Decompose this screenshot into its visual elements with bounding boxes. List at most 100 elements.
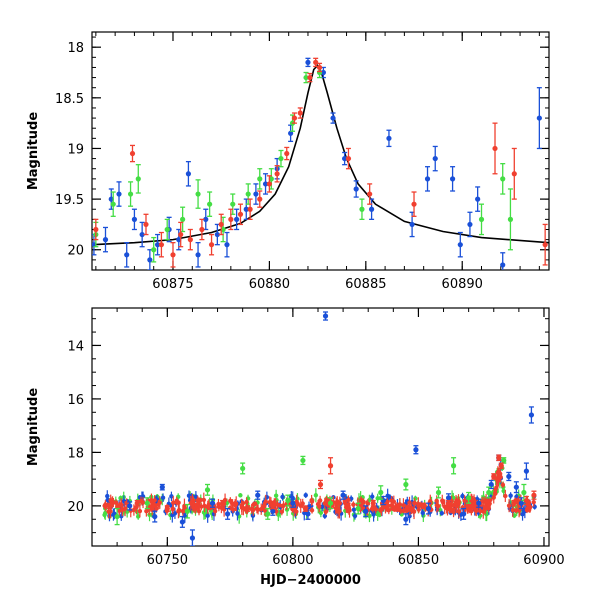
data-point-r — [495, 470, 501, 475]
data-point-r — [266, 181, 273, 187]
data-point-r — [281, 503, 286, 508]
data-point-b — [457, 242, 463, 248]
data-point-r — [409, 507, 414, 512]
data-point-r — [500, 482, 506, 488]
y-tick-label: 16 — [67, 393, 84, 408]
data-point-b — [179, 519, 185, 525]
data-point-g — [285, 497, 291, 504]
data-point-b — [363, 508, 369, 514]
data-point-r — [251, 507, 256, 513]
data-point-r — [385, 499, 390, 505]
data-point-r — [170, 252, 176, 258]
data-point-r — [434, 503, 440, 508]
data-point-b — [432, 155, 438, 162]
data-point-b — [243, 206, 249, 212]
data-point-r — [103, 504, 108, 509]
y-tick-label: 20 — [67, 244, 84, 259]
data-point-r — [228, 216, 234, 222]
data-point-b — [506, 473, 512, 480]
data-point-r — [346, 497, 351, 503]
data-point-r — [472, 498, 477, 503]
data-point-r — [106, 509, 111, 514]
data-point-r — [137, 508, 143, 514]
data-point-r — [309, 498, 314, 503]
data-point-b — [467, 221, 473, 228]
data-point-b — [185, 171, 192, 177]
data-point-r — [201, 497, 207, 503]
data-point-b — [189, 535, 196, 541]
data-point-g — [278, 155, 284, 162]
data-point-b — [488, 481, 494, 488]
data-point-r — [154, 506, 159, 511]
data-point-r — [503, 493, 508, 499]
zoom-panel: 60875 60880 60885 60890 18 18.5 19 19.5 20 Magnit… — [26, 31, 550, 292]
data-point-r — [345, 155, 352, 162]
data-point-b — [255, 492, 261, 498]
data-point-g — [466, 495, 472, 501]
data-point-b — [170, 512, 175, 518]
data-point-r — [176, 507, 182, 513]
data-point-r — [484, 499, 490, 504]
data-point-b — [262, 181, 269, 187]
data-point-b — [513, 484, 519, 490]
data-point-b — [461, 511, 467, 517]
data-point-r — [196, 509, 202, 514]
data-point-r — [257, 196, 263, 202]
data-point-b — [523, 468, 530, 474]
data-point-r — [317, 481, 324, 488]
data-point-r — [270, 503, 276, 509]
data-point-g — [403, 481, 409, 488]
data-point-r — [391, 499, 397, 504]
data-point-g — [521, 489, 527, 496]
data-point-b — [352, 513, 358, 519]
data-point-b — [159, 484, 165, 490]
data-point-r — [208, 242, 215, 248]
data-point-g — [265, 511, 271, 517]
data-point-r — [510, 507, 515, 513]
data-layer — [102, 311, 537, 546]
data-point-b — [351, 507, 357, 512]
x-tick-label: 60875 — [152, 277, 193, 292]
data-point-r — [496, 455, 502, 461]
data-point-r — [240, 501, 246, 506]
data-point-b — [193, 494, 199, 499]
data-point-b — [420, 510, 425, 516]
data-point-r — [129, 150, 136, 157]
data-point-b — [169, 494, 174, 499]
data-point-b — [124, 252, 130, 258]
data-point-g — [180, 216, 186, 222]
data-point-b — [305, 511, 311, 517]
data-point-r — [170, 506, 175, 512]
data-point-r — [361, 499, 366, 505]
data-point-r — [542, 242, 548, 248]
data-point-r — [456, 509, 462, 514]
data-point-r — [493, 487, 498, 492]
data-point-b — [449, 176, 456, 182]
data-point-r — [511, 500, 517, 506]
y-tick-label: 18 — [67, 446, 84, 461]
data-point-r — [412, 500, 417, 506]
data-point-b — [520, 511, 525, 517]
data-point-r — [488, 497, 493, 503]
data-point-b — [147, 257, 153, 263]
data-point-b — [424, 176, 431, 182]
data-point-r — [199, 226, 205, 233]
data-point-b — [445, 495, 452, 501]
data-point-b — [370, 494, 375, 499]
data-point-r — [323, 509, 329, 514]
data-point-r — [149, 498, 154, 503]
data-point-r — [316, 64, 323, 71]
x-tick-label: 60900 — [523, 553, 564, 568]
data-point-b — [303, 493, 308, 498]
data-point-r — [456, 500, 461, 506]
data-point-r — [347, 508, 352, 513]
data-point-r — [491, 473, 497, 480]
data-point-r — [244, 499, 249, 505]
data-point-r — [134, 500, 140, 506]
data-point-g — [303, 74, 309, 81]
data-point-r — [262, 503, 267, 508]
y-tick-label: 14 — [67, 339, 84, 354]
data-point-r — [247, 206, 253, 212]
data-point-g — [507, 216, 514, 222]
y-tick-label: 19 — [67, 142, 84, 157]
